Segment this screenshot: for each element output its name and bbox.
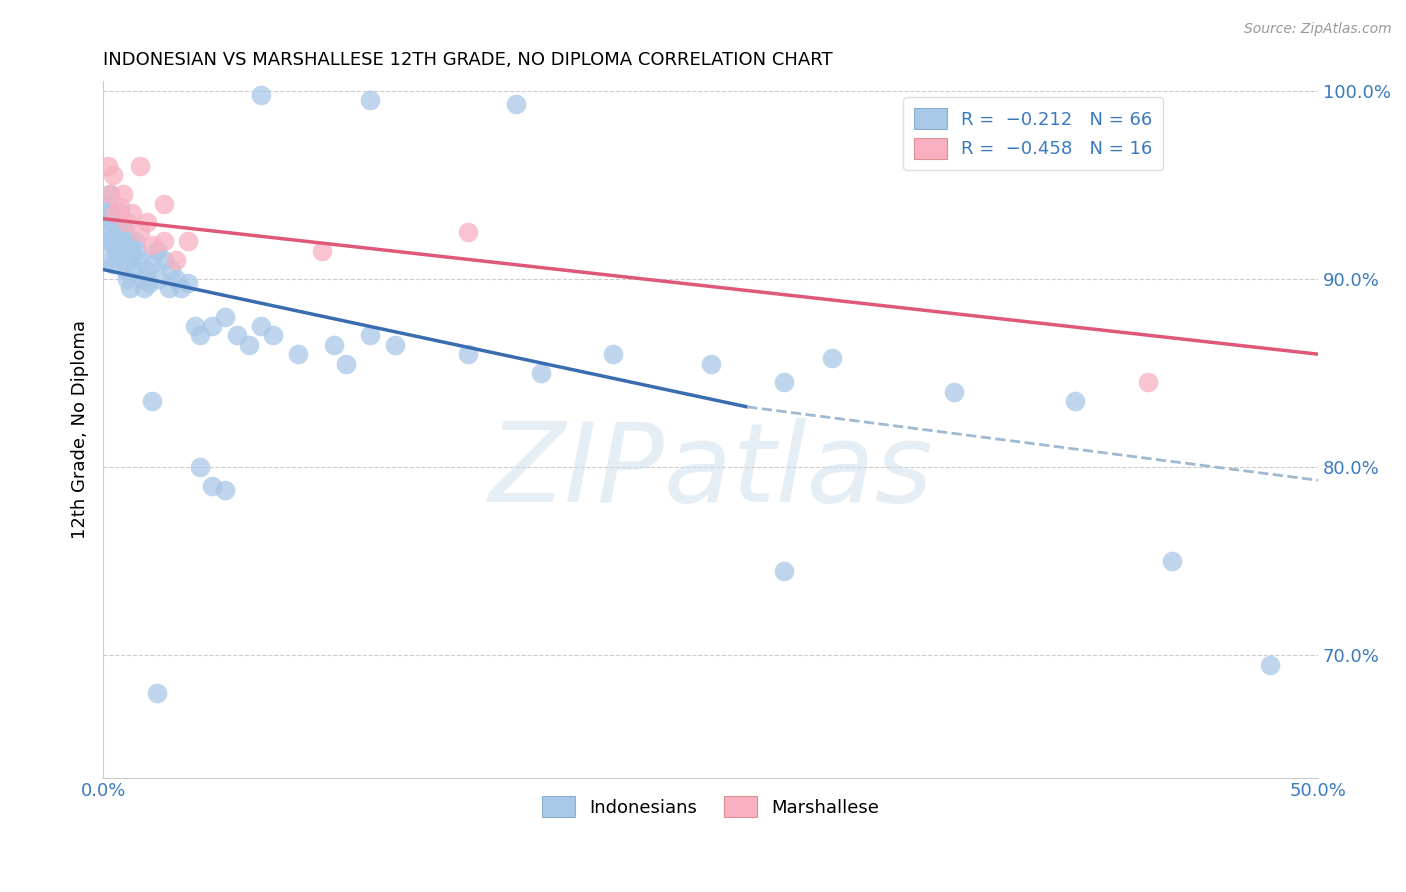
Point [118,238,141,252]
Point [128,159,150,173]
Point [214,310,236,324]
Point [117,215,139,229]
Point [117,235,139,249]
Point [141,257,163,271]
Point [111,187,134,202]
Point [1161,554,1184,568]
Point [100,235,122,249]
Point [184,318,207,333]
Point [505,97,527,112]
Point [323,338,346,352]
Point [250,87,273,102]
Point [97,196,120,211]
Point [1258,657,1281,672]
Point [153,196,176,211]
Point [128,253,150,268]
Point [94,235,117,249]
Point [131,272,153,286]
Point [153,235,176,249]
Point [127,244,149,258]
Point [101,169,124,183]
Text: Source: ZipAtlas.com: Source: ZipAtlas.com [1244,22,1392,37]
Point [101,257,124,271]
Point [287,347,309,361]
Point [124,235,146,249]
Point [118,281,141,295]
Point [165,253,187,268]
Point [104,211,127,226]
Point [108,238,131,252]
Point [225,328,247,343]
Point [104,242,127,256]
Point [124,262,146,277]
Point [384,338,406,352]
Point [134,281,156,295]
Point [238,338,260,352]
Point [121,206,143,220]
Point [121,249,143,263]
Point [311,244,333,258]
Point [602,347,624,361]
Point [100,187,122,202]
Point [117,272,139,286]
Point [145,686,167,700]
Point [111,253,134,268]
Point [101,230,124,244]
Point [157,281,180,295]
Point [457,225,479,239]
Point [359,93,381,107]
Point [177,276,200,290]
Point [104,206,127,220]
Point [772,564,794,578]
Point [114,225,136,239]
Point [1137,376,1160,390]
Text: ZIPatlas: ZIPatlas [488,417,934,524]
Point [214,483,236,497]
Point [138,276,160,290]
Point [529,366,551,380]
Point [108,206,131,220]
Point [145,244,167,258]
Point [359,328,381,343]
Point [135,262,157,277]
Point [101,206,124,220]
Point [97,159,120,173]
Point [94,206,117,220]
Point [335,357,357,371]
Point [114,262,136,277]
Point [170,281,193,295]
Point [111,215,134,229]
Point [1064,394,1087,409]
Point [108,201,131,215]
Point [250,318,273,333]
Legend: Indonesians, Marshallese: Indonesians, Marshallese [536,789,886,824]
Point [141,238,163,252]
Point [135,215,157,229]
Point [201,318,224,333]
Point [772,376,794,390]
Point [97,219,120,234]
Point [128,225,150,239]
Point [148,272,170,286]
Point [160,262,183,277]
Y-axis label: 12th Grade, No Diploma: 12th Grade, No Diploma [72,320,89,539]
Point [141,394,163,409]
Point [188,460,211,475]
Text: INDONESIAN VS MARSHALLESE 12TH GRADE, NO DIPLOMA CORRELATION CHART: INDONESIAN VS MARSHALLESE 12TH GRADE, NO… [103,51,832,69]
Point [942,384,965,399]
Point [201,479,224,493]
Point [821,351,844,365]
Point [177,235,200,249]
Point [100,215,122,229]
Point [100,187,122,202]
Point [107,225,129,239]
Point [262,328,284,343]
Point [153,253,176,268]
Point [97,253,120,268]
Point [457,347,479,361]
Point [165,272,187,286]
Point [107,249,129,263]
Point [188,328,211,343]
Point [699,357,721,371]
